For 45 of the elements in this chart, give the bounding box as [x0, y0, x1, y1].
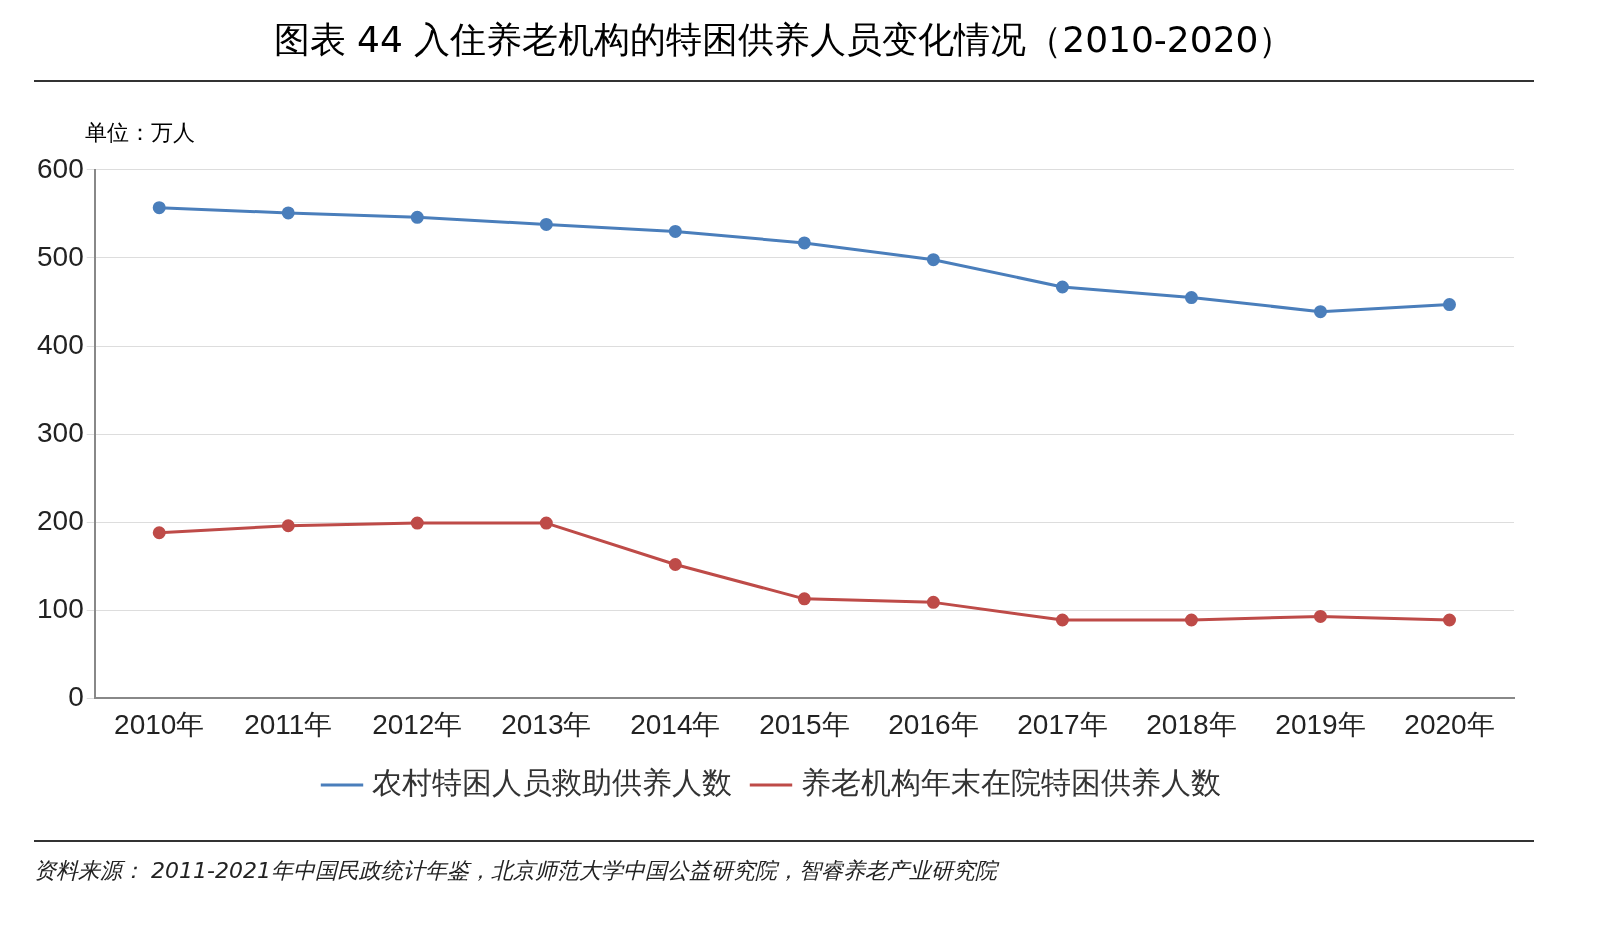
point — [1313, 305, 1327, 319]
y-tick-label: 400 — [37, 328, 84, 360]
point — [539, 217, 553, 231]
point — [1313, 609, 1327, 623]
legend-label: 农村特困人员救助供养人数 — [372, 766, 732, 800]
legend-label: 养老机构年末在院特困供养人数 — [801, 766, 1221, 800]
y-axis-title: 单位：万人 — [85, 119, 195, 147]
x-tick-label: 2011年 — [244, 708, 333, 740]
text: 资料来源： 2011-2021年中国民政统计年鉴，北京师范大学中国公益研究院，智睿养老产业研究院 — [34, 840, 1534, 886]
point — [539, 516, 553, 530]
x-tick-label: 2018年 — [1146, 708, 1237, 740]
point — [926, 253, 940, 267]
chart-title: 图表 44 入住养老机构的特困供养人员变化情况（2010-2020） — [34, 10, 1534, 82]
x-tick-label: 2012年 — [372, 708, 463, 740]
x-tick-label: 2010年 — [114, 708, 205, 740]
y-tick-label: 300 — [37, 416, 84, 448]
point — [1055, 613, 1069, 627]
y-tick-label: 200 — [37, 504, 84, 536]
point — [152, 201, 166, 215]
x-tick-label: 2016年 — [888, 708, 979, 740]
point — [1442, 298, 1456, 312]
point — [1184, 291, 1198, 305]
y-tick-label: 500 — [37, 240, 84, 272]
point — [797, 592, 811, 606]
point — [668, 224, 682, 238]
x-tick-label: 2013年 — [501, 708, 592, 740]
x-tick-label: 2019年 — [1275, 708, 1366, 740]
y-tick-label: 0 — [68, 681, 84, 713]
point — [1055, 280, 1069, 294]
point — [281, 206, 295, 220]
point — [152, 526, 166, 540]
point — [926, 595, 940, 609]
point — [410, 516, 424, 530]
x-tick-label: 2014年 — [630, 708, 721, 740]
y-tick-label: 600 — [37, 152, 84, 184]
x-tick-label: 2020年 — [1404, 708, 1495, 740]
point — [1184, 613, 1198, 627]
point — [281, 519, 295, 533]
x-tick-label: 2017年 — [1017, 708, 1108, 740]
point — [797, 236, 811, 250]
y-tick-label: 100 — [37, 593, 84, 625]
point — [410, 210, 424, 224]
point — [1442, 613, 1456, 627]
x-tick-label: 2015年 — [759, 708, 850, 740]
point — [668, 557, 682, 571]
